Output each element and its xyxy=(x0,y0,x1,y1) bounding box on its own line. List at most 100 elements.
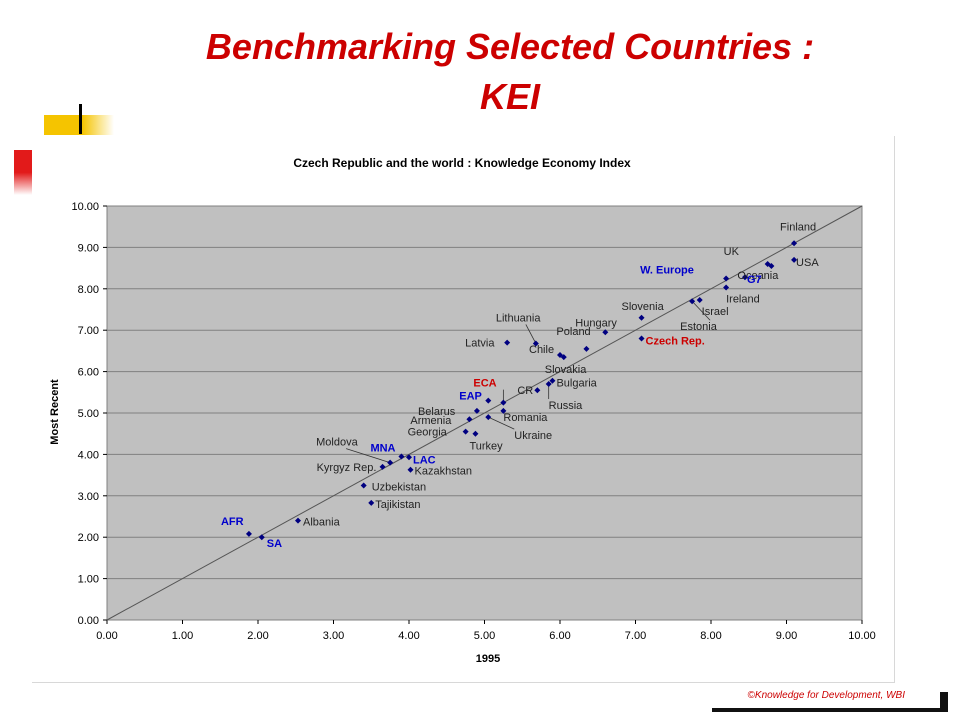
y-tick-label: 10.00 xyxy=(71,201,99,213)
point-georgia xyxy=(462,428,469,435)
x-tick-label: 5.00 xyxy=(474,630,495,642)
point-label-georgia: Georgia xyxy=(408,427,448,439)
y-tick-label: 4.00 xyxy=(78,449,99,461)
point-label-lac: LAC xyxy=(413,454,436,466)
slide-title-line1: Benchmarking Selected Countries : xyxy=(205,26,815,67)
point-label-eca: ECA xyxy=(473,378,496,390)
point-label-israel: Israel xyxy=(702,306,729,318)
point-albania xyxy=(295,517,302,524)
x-tick-label: 6.00 xyxy=(549,630,570,642)
point-lac xyxy=(406,454,412,461)
point-label-uzbekistan: Uzbekistan xyxy=(372,481,426,493)
point-label-czech-rep: Czech Rep. xyxy=(646,335,705,347)
y-tick-label: 6.00 xyxy=(78,367,99,379)
point-label-kazakhstan: Kazakhstan xyxy=(415,466,472,478)
slide-title-line2: KEI xyxy=(479,76,540,117)
y-tick-label: 2.00 xyxy=(78,532,99,544)
leader-line-ukraine xyxy=(488,416,515,430)
x-tick-label: 1.00 xyxy=(172,630,193,642)
footer-decorative-corner xyxy=(940,692,948,712)
point-oceania xyxy=(768,263,775,270)
point-turkey xyxy=(472,430,479,437)
point-label-latvia: Latvia xyxy=(465,338,495,350)
y-tick-label: 7.00 xyxy=(78,325,99,337)
point-label-poland: Poland xyxy=(556,326,590,338)
point-estonia xyxy=(689,298,696,305)
point-romania xyxy=(500,407,507,414)
y-axis-title: Most Recent xyxy=(49,379,61,445)
point-label-finland: Finland xyxy=(780,221,816,233)
point-label-hungary: Hungary xyxy=(575,317,617,329)
x-tick-label: 2.00 xyxy=(247,630,268,642)
point-label-ireland: Ireland xyxy=(726,294,760,306)
point-uzbekistan xyxy=(360,482,367,489)
footer-credit: ©Knowledge for Development, WBI xyxy=(747,690,905,701)
point-label-lithuania: Lithuania xyxy=(496,312,542,324)
y-tick-label: 9.00 xyxy=(78,242,99,254)
x-tick-label: 4.00 xyxy=(398,630,419,642)
point-label-bulgaria: Bulgaria xyxy=(556,378,597,390)
leader-line-estonia xyxy=(691,300,711,321)
point-belarus xyxy=(473,407,480,414)
point-label-usa: USA xyxy=(796,257,819,269)
kei-scatter-chart: Czech Republic and the world : Knowledge… xyxy=(49,156,876,665)
point-latvia xyxy=(504,339,511,346)
point-russia xyxy=(545,381,552,388)
point-label-oceania: Oceania xyxy=(737,270,779,282)
x-tick-label: 9.00 xyxy=(776,630,797,642)
chart-frame: Czech Republic and the world : Knowledge… xyxy=(32,136,895,683)
point-czech-rep xyxy=(638,335,645,342)
decorative-red-bar xyxy=(14,150,32,195)
data-points xyxy=(245,240,798,541)
point-moldova xyxy=(387,459,394,466)
point-finland xyxy=(791,240,798,247)
point-label-estonia: Estonia xyxy=(680,321,718,333)
grid-lines xyxy=(107,246,862,580)
point-label-belarus: Belarus xyxy=(418,406,456,418)
leader-line-lithuania xyxy=(525,324,537,344)
point-cr xyxy=(534,387,541,394)
y-tick-label: 8.00 xyxy=(78,284,99,296)
x-tick-label: 7.00 xyxy=(625,630,646,642)
point-label-sa: SA xyxy=(267,538,282,550)
point-ukraine xyxy=(485,414,492,421)
point-ireland xyxy=(723,284,730,291)
x-tick-label: 3.00 xyxy=(323,630,344,642)
point-usa xyxy=(791,256,798,263)
point-slovakia xyxy=(560,354,567,361)
point-label-slovenia: Slovenia xyxy=(622,301,665,313)
x-tick-label: 10.00 xyxy=(848,630,876,642)
point-label-cr: CR xyxy=(517,385,533,397)
point-tajikistan xyxy=(368,499,375,506)
point-label-w-europe: W. Europe xyxy=(640,264,694,276)
y-tick-label: 3.00 xyxy=(78,491,99,503)
y-tick-label: 5.00 xyxy=(78,408,99,420)
point-eca xyxy=(500,399,507,406)
point-label-ukraine: Ukraine xyxy=(514,430,552,442)
point-label-moldova: Moldova xyxy=(316,437,358,449)
point-label-armenia: Armenia xyxy=(410,415,452,427)
footer-decorative-bar xyxy=(712,708,948,712)
point-hungary xyxy=(602,329,609,336)
reference-diagonal-line xyxy=(106,205,863,621)
point-kazakhstan xyxy=(407,466,414,473)
point-sa xyxy=(258,534,265,541)
x-tick-label: 0.00 xyxy=(96,630,117,642)
point-label-slovakia: Slovakia xyxy=(545,364,587,376)
point-poland xyxy=(583,345,590,352)
point-g7 xyxy=(741,274,748,281)
y-tick-label: 1.00 xyxy=(78,574,99,586)
y-tick-label: 0.00 xyxy=(78,615,99,627)
point-label-turkey: Turkey xyxy=(469,441,503,453)
point-kyrgyz-rep xyxy=(379,463,386,470)
point-label-uk: UK xyxy=(724,246,740,258)
point-label-g7: G7 xyxy=(747,274,762,286)
point-w-europe xyxy=(723,275,730,282)
point-label-eap: EAP xyxy=(459,391,482,403)
x-axis-ticks: 0.00 1.00 2.00 3.00 4.00 5.00 6.00 7.00 8.00 9.00… xyxy=(96,620,876,642)
point-eap xyxy=(485,397,492,404)
x-tick-label: 8.00 xyxy=(700,630,721,642)
point-israel xyxy=(696,296,703,303)
point-label-chile: Chile xyxy=(529,344,554,356)
